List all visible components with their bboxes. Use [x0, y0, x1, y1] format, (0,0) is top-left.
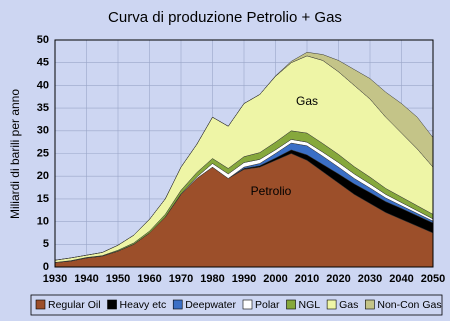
- y-tick-label: 20: [37, 170, 49, 182]
- y-axis-label: Miliardi di barili per anno: [8, 89, 22, 219]
- plot-frame: [54, 39, 434, 268]
- x-tick-label: 1970: [169, 273, 193, 285]
- y-tick-label: 0: [43, 261, 49, 273]
- y-tick-label: 15: [37, 193, 49, 205]
- legend-swatch: [326, 299, 337, 310]
- legend-swatch: [35, 299, 46, 310]
- y-tick-label: 40: [37, 79, 49, 91]
- x-tick-label: 1950: [106, 273, 130, 285]
- legend-label: Heavy etc: [120, 299, 167, 311]
- x-tick-label: 1990: [232, 273, 256, 285]
- chart-title: Curva di produzione Petrolio + Gas: [108, 9, 342, 26]
- x-tick-label: 1930: [43, 273, 67, 285]
- legend-swatch: [172, 299, 183, 310]
- legend-swatch: [365, 299, 375, 310]
- x-tick-label: 1940: [74, 273, 98, 285]
- x-tick-label: 2000: [263, 273, 287, 285]
- x-tick-label: 1980: [200, 273, 224, 285]
- y-tick-label: 30: [37, 125, 49, 137]
- y-tick-label: 35: [37, 102, 49, 114]
- legend-label: Polar: [255, 299, 280, 311]
- legend-swatch: [286, 299, 296, 310]
- y-tick-label: 45: [37, 57, 49, 69]
- y-tick-label: 25: [37, 147, 49, 159]
- y-tick-label: 50: [37, 34, 49, 46]
- x-tick-label: 1960: [137, 273, 161, 285]
- legend-label: NGL: [299, 299, 321, 311]
- annotation: Petrolio: [251, 184, 292, 198]
- legend-label: Deepwater: [185, 299, 236, 311]
- annotation: Gas: [296, 94, 318, 108]
- legend-box: [30, 294, 443, 316]
- x-tick-label: 2040: [389, 273, 413, 285]
- x-tick-label: 2050: [421, 273, 445, 285]
- legend-label: Gas: [339, 299, 358, 311]
- x-tick-label: 2020: [326, 273, 350, 285]
- y-tick-label: 10: [37, 216, 49, 228]
- legend-swatch: [242, 299, 253, 310]
- legend: Regular Oil Heavy etc Deepwater Polar NGL Gas…: [30, 294, 443, 316]
- legend-label: Non-Con Gas: [377, 299, 441, 311]
- y-tick-label: 5: [43, 238, 49, 250]
- x-tick-label: 2030: [358, 273, 382, 285]
- legend-label: Regular Oil: [48, 299, 101, 311]
- x-tick-label: 2010: [295, 273, 319, 285]
- legend-swatch: [107, 299, 117, 310]
